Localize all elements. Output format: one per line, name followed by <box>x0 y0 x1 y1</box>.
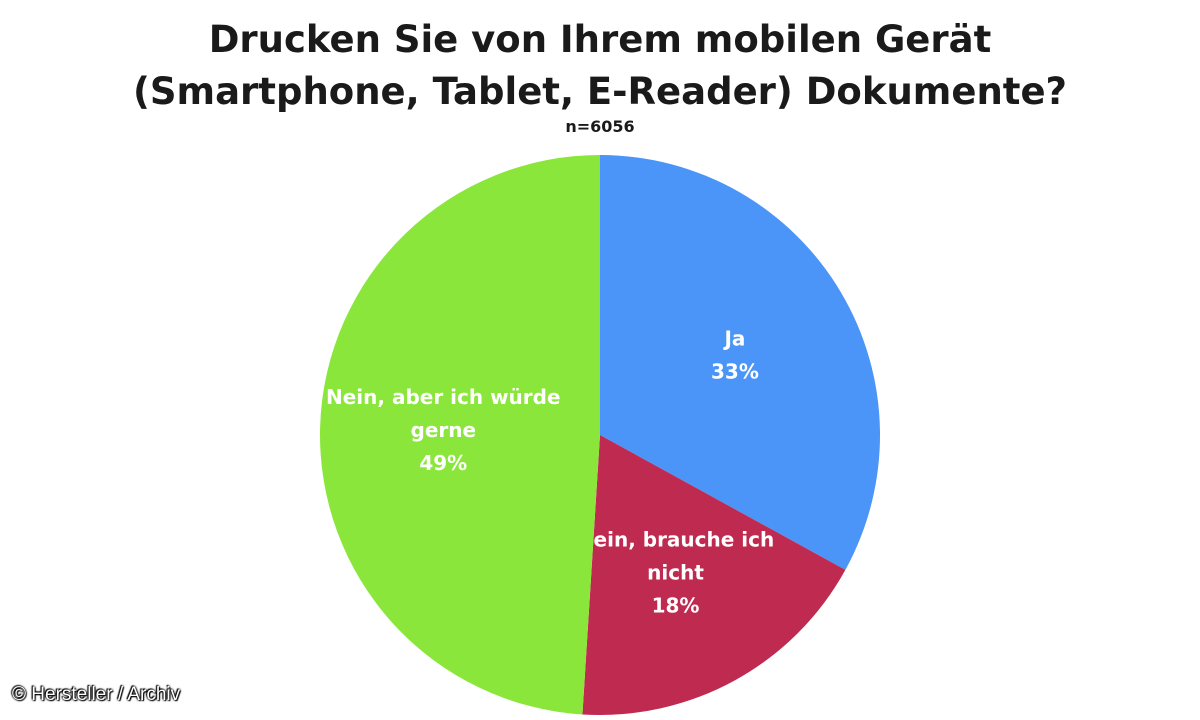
pie-slice-nein-brauche-ich-nicht <box>582 435 846 716</box>
slice-category-label: nicht <box>647 560 704 584</box>
slice-category-label: Nein, brauche ich <box>577 527 774 551</box>
slice-category-label: Ja <box>722 327 745 351</box>
slice-value-label: 49% <box>419 451 467 475</box>
slice-value-label: 33% <box>711 360 759 384</box>
slice-category-label: gerne <box>411 418 477 442</box>
pie-slice-ja <box>600 155 880 570</box>
image-credit: © Hersteller / Archiv <box>12 684 181 705</box>
slice-label-ja: Ja 33% <box>711 327 759 384</box>
slice-value-label: 18% <box>652 593 700 617</box>
slice-label-nein-aber-ich-w-rde-gerne: Nein, aber ich würde gerne 49% <box>326 385 561 475</box>
chart-title: Drucken Sie von Ihrem mobilen Gerät (Sma… <box>0 14 1200 118</box>
pie-slice-nein-aber-ich-w-rde-gerne <box>319 155 600 715</box>
chart-title-line-2: (Smartphone, Tablet, E-Reader) Dokumente… <box>132 70 1068 113</box>
slice-label-nein-brauche-ich-nicht: Nein, brauche ich nicht 18% <box>577 527 774 617</box>
chart-title-line-1: Drucken Sie von Ihrem mobilen Gerät <box>208 18 992 61</box>
slice-category-label: Nein, aber ich würde <box>326 385 561 409</box>
sample-size-label: n=6056 <box>565 117 635 136</box>
